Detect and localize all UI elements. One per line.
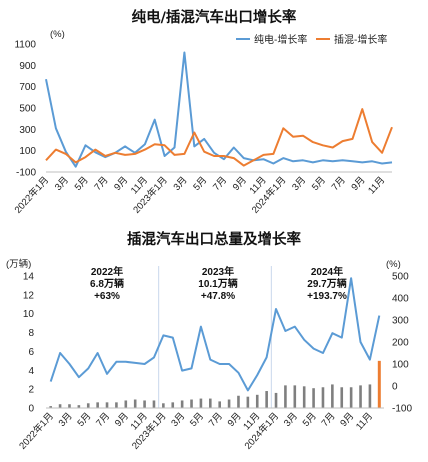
- chart2-bar-31: [340, 387, 344, 408]
- chart1-ytick-5: 900: [19, 61, 36, 72]
- chart1-ytick-1: 100: [19, 146, 36, 157]
- chart2-ytick-left-4: 8: [28, 328, 34, 339]
- chart2-annotation-volume-1: 10.1万辆: [198, 277, 237, 290]
- chart2-bar-23: [265, 391, 268, 408]
- chart1-ytick-3: 500: [19, 104, 36, 115]
- chart2-bar-7: [115, 402, 118, 408]
- chart2-annotation-year-2: 2024年: [311, 265, 343, 278]
- chart2-xtick-17: 11月: [354, 411, 375, 433]
- chart2-bar-24: [274, 392, 278, 408]
- chart1-legend-label-1: 插混-增长率: [334, 33, 387, 46]
- chart2-xtick-14: 5月: [301, 411, 319, 429]
- chart1-series-line-1: [45, 108, 393, 167]
- chart2-bar-15: [190, 399, 193, 408]
- chart2-xtick-10: 9月: [226, 411, 244, 429]
- chart2-bar-18: [218, 401, 221, 408]
- chart2-bar-0: [49, 406, 52, 408]
- chart1-y-unit: (%): [50, 29, 65, 40]
- chart1-ytick-2: 300: [19, 125, 36, 136]
- chart2-xtick-13: 3月: [282, 411, 300, 429]
- chart2-bar-30: [331, 384, 334, 408]
- chart2-ytick-left-1: 2: [28, 385, 34, 396]
- chart2-bar-2: [68, 404, 71, 408]
- chart2-title: 插混汽车出口总量及增长率: [127, 232, 301, 248]
- chart1-ytick-0: -100: [16, 168, 36, 179]
- chart2-bar-5: [96, 402, 99, 408]
- chart2-bar-17: [209, 398, 212, 408]
- chart2-bar-21: [246, 396, 250, 408]
- chart2-annotation-volume-0: 6.8万辆: [90, 277, 124, 290]
- chart2-xtick-0: 2022年1月: [17, 410, 56, 452]
- chart2-xtick-9: 7月: [207, 411, 225, 429]
- chart2-ytick-right-2: 100: [392, 360, 409, 371]
- chart2-bar-6: [105, 402, 109, 408]
- chart2-xtick-4: 9月: [113, 411, 131, 429]
- chart1-ytick-6: 1100: [14, 40, 36, 51]
- chart2-xtick-15: 7月: [320, 411, 338, 429]
- chart2-bar-28: [312, 388, 315, 408]
- chart2-ytick-right-1: 0: [392, 382, 398, 393]
- chart2-xtick-1: 3月: [57, 411, 75, 429]
- chart2-ytick-left-0: 0: [28, 404, 34, 415]
- chart2-bar-4: [86, 403, 90, 408]
- chart1-ytick-4: 700: [19, 82, 36, 93]
- chart2-bar-34: [368, 384, 372, 408]
- chart2-bar-1: [58, 404, 62, 408]
- chart2-ytick-left-2: 4: [28, 366, 34, 377]
- chart2-bar-3: [77, 405, 81, 408]
- chart2-bar-20: [237, 395, 240, 408]
- chart2-bar-19: [227, 399, 231, 408]
- chart2-xtick-16: 9月: [338, 411, 356, 429]
- chart2-ytick-right-5: 400: [392, 294, 409, 305]
- chart2-ytick-right-3: 200: [392, 338, 409, 349]
- chart2-bar-33: [359, 385, 362, 408]
- chart2-bar-11: [152, 400, 156, 408]
- chart2-xtick-3: 7月: [94, 411, 112, 429]
- chart2-ytick-left-7: 14: [23, 272, 35, 283]
- chart2-y-right-unit: (%): [386, 259, 401, 270]
- chart2-xtick-7: 3月: [169, 411, 187, 429]
- chart2-y-left-unit: (万辆): [6, 258, 31, 270]
- chart2-bar-35: [377, 360, 381, 408]
- chart2-bar-25: [284, 385, 287, 408]
- chart2-ytick-right-4: 300: [392, 316, 409, 327]
- chart2-bar-10: [143, 400, 146, 408]
- chart2-bar-29: [321, 387, 325, 408]
- chart2-bar-13: [171, 402, 175, 408]
- chart2-bar-27: [302, 386, 306, 408]
- chart2-ytick-right-6: 500: [392, 272, 409, 283]
- chart2-bar-32: [349, 387, 353, 408]
- chart2-bar-16: [199, 398, 203, 408]
- chart2-bar-22: [255, 394, 259, 408]
- chart2-bar-9: [133, 399, 137, 408]
- chart2-bar-26: [293, 385, 297, 408]
- chart2-bar-8: [124, 400, 128, 408]
- chart2-ytick-right-0: -100: [392, 404, 412, 415]
- chart2-annotation-growth-1: +47.8%: [201, 291, 235, 302]
- chart2-ytick-left-3: 6: [28, 347, 34, 358]
- chart2-growth-line: [49, 277, 381, 392]
- chart2-bar-12: [162, 403, 165, 408]
- chart1-title: 纯电/插混汽车出口增长率: [131, 10, 297, 26]
- chart2-xtick-8: 5月: [188, 411, 206, 429]
- chart2-ytick-left-5: 10: [23, 309, 35, 320]
- chart2-ytick-left-6: 12: [23, 290, 35, 301]
- chart2-annotation-growth-0: +63%: [94, 291, 120, 302]
- chart2-xtick-2: 5月: [75, 411, 93, 429]
- chart2-annotation-growth-2: +193.7%: [307, 291, 347, 302]
- chart2-annotation-volume-2: 29.7万辆: [307, 277, 346, 290]
- chart2-annotation-year-0: 2022年: [91, 265, 123, 278]
- chart1-legend-label-0: 纯电-增长率: [254, 33, 307, 46]
- chart2-bar-14: [180, 400, 184, 408]
- chart2-annotation-year-1: 2023年: [202, 265, 234, 278]
